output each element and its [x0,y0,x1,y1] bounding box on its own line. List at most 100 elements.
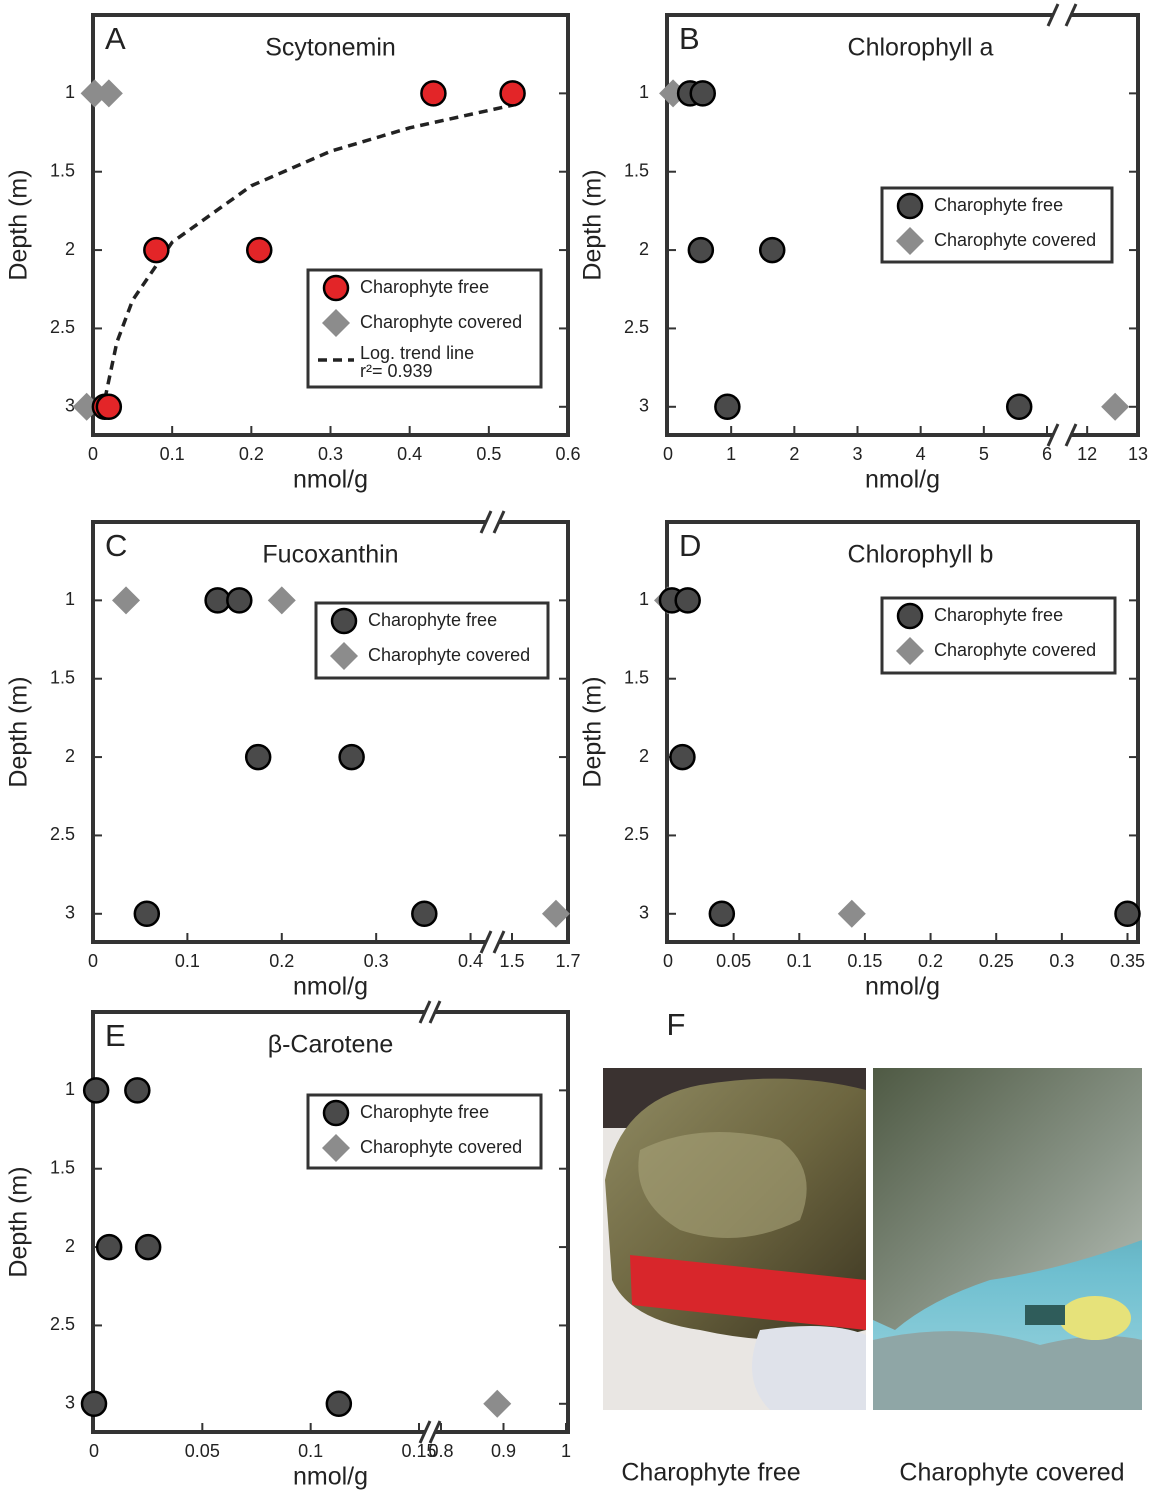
data-point [322,274,350,302]
y-tick-label: 1 [639,589,649,609]
axis-break [479,930,493,954]
legend-label: Charophyte covered [934,640,1096,660]
axis-break [418,1000,432,1024]
photo-charophyte-covered [873,1068,1142,1410]
data-point [267,586,296,615]
data-point [124,1077,151,1104]
y-tick-label: 2 [65,1236,75,1256]
y-axis-label: Depth (m) [579,676,607,787]
y-tick-label: 2 [639,746,649,766]
panel-letter: E [105,1018,126,1053]
x-tick-label: 0.05 [716,951,751,971]
data-point [1005,393,1033,421]
photo-caption: Charophyte covered [899,1459,1124,1487]
y-tick-label: 2.5 [50,1314,75,1334]
x-tick-label: 0.8 [428,1441,453,1461]
y-tick-label: 1.5 [50,160,75,180]
x-tick-label: 1.5 [499,951,524,971]
x-tick-label: 0.1 [298,1441,323,1461]
x-tick-label: 0.2 [239,444,264,464]
y-tick-label: 2.5 [50,824,75,844]
axis-break [418,1420,432,1444]
data-point [95,1233,123,1261]
x-tick-label: 0.05 [185,1441,220,1461]
x-tick-label: 13 [1128,444,1148,464]
data-point [80,1390,108,1418]
data-point [80,79,109,108]
x-axis-label: nmol/g [293,1463,368,1491]
data-point [338,743,365,771]
legend-label: Charophyte free [360,277,489,297]
legend-label: Charophyte covered [360,312,522,332]
x-tick-label: 1 [561,1441,571,1461]
data-point [330,607,358,635]
x-axis-label: nmol/g [293,466,368,494]
data-point [112,586,141,615]
data-point [322,1134,350,1162]
data-point [837,899,866,928]
y-tick-label: 2.5 [624,824,649,844]
data-point [322,309,350,337]
y-tick-label: 3 [639,396,649,416]
data-point [674,587,701,614]
y-tick-label: 1.5 [624,667,649,687]
x-tick-label: 1 [726,444,736,464]
chart-title: Fucoxanthin [262,541,398,569]
x-tick-label: 0.2 [269,951,294,971]
chart-title: Chlorophyll a [848,34,994,62]
legend-label: Charophyte covered [360,1137,522,1157]
panel-letter: D [679,528,701,563]
data-point [896,227,924,255]
legend-label: Charophyte free [360,1102,489,1122]
x-tick-label: 0 [88,444,98,464]
x-tick-label: 0.1 [175,951,200,971]
data-point [896,637,924,665]
panel-letter: C [105,528,127,563]
legend-label: Charophyte free [934,195,1063,215]
data-point [687,236,715,264]
x-axis-label: nmol/g [293,973,368,1001]
chart-title: β-Carotene [268,1031,394,1059]
trend-line [103,102,517,400]
x-tick-label: 6 [1042,444,1052,464]
data-point [1101,392,1130,421]
y-tick-label: 3 [65,903,75,923]
data-point [226,587,253,614]
y-axis-label: Depth (m) [5,1166,33,1277]
x-tick-label: 0.6 [555,444,580,464]
x-tick-label: 0.4 [397,444,422,464]
x-tick-label: 0.4 [458,951,483,971]
data-point [1114,900,1141,928]
x-tick-label: 0.1 [787,951,812,971]
panel-letter: A [105,21,126,56]
axis-break [479,510,493,534]
x-tick-label: 0 [89,1441,99,1461]
y-tick-label: 1.5 [50,1157,75,1177]
data-point [541,899,570,928]
chart-title: Scytonemin [265,34,396,62]
legend-label: Charophyte covered [368,645,530,665]
legend-label: r²= 0.939 [360,361,433,381]
data-point [134,1233,162,1261]
y-tick-label: 3 [65,396,75,416]
data-point [758,236,786,264]
y-tick-label: 1.5 [50,667,75,687]
y-tick-label: 2.5 [624,317,649,337]
x-tick-label: 1.7 [555,951,580,971]
data-point [483,1389,512,1418]
panel-letter: B [679,21,700,56]
legend-label: Charophyte covered [934,230,1096,250]
y-tick-label: 3 [65,1393,75,1413]
x-tick-label: 0.3 [364,951,389,971]
data-point [325,1390,353,1418]
y-axis-label: Depth (m) [5,169,33,280]
x-tick-label: 0.15 [847,951,882,971]
x-tick-label: 0 [663,444,673,464]
x-tick-label: 0 [88,951,98,971]
y-tick-label: 1.5 [624,160,649,180]
y-tick-label: 2.5 [50,317,75,337]
x-tick-label: 0.1 [160,444,185,464]
y-axis-label: Depth (m) [5,676,33,787]
legend-label: Charophyte free [934,605,1063,625]
